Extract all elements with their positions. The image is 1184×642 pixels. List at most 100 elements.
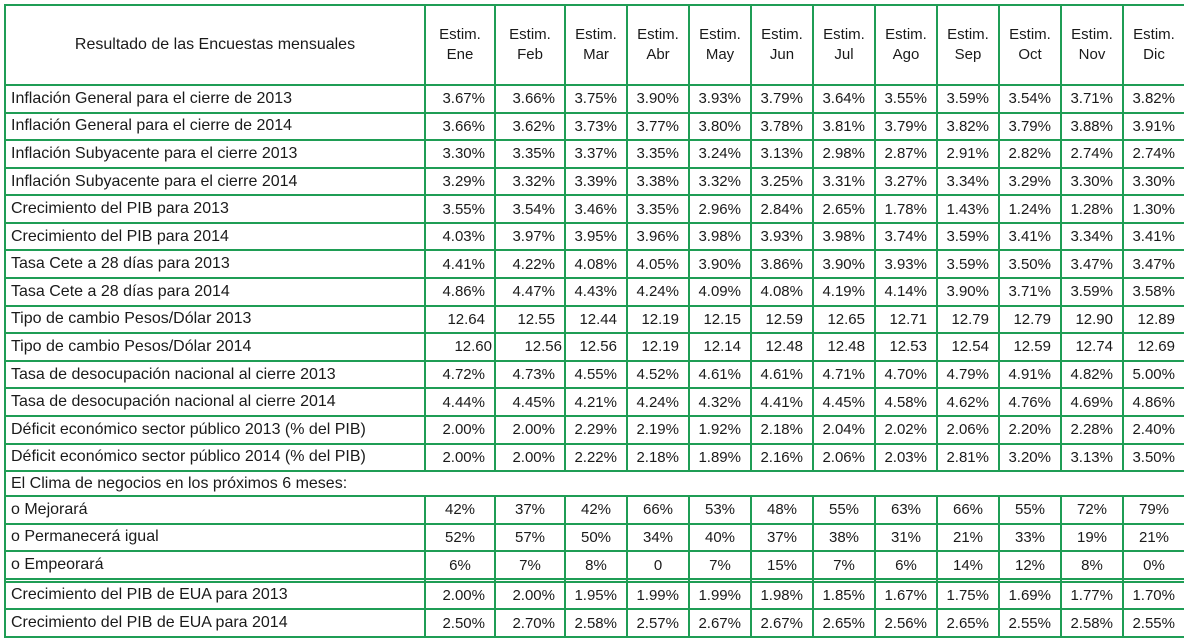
value-cell: 2.98% [812, 139, 876, 169]
value-cell: 33% [998, 522, 1062, 553]
value-cell: 3.79% [998, 111, 1062, 142]
value-cell: 3.79% [874, 111, 938, 142]
value-cell: 4.61% [688, 359, 752, 390]
table-row: Inflación Subyacente para el cierre 2014… [4, 166, 1184, 197]
table-row: Tasa de desocupación nacional al cierre … [4, 387, 1184, 417]
value-cell: 2.22% [564, 442, 628, 473]
month-label: May [705, 46, 735, 63]
value-cell: 3.75% [564, 84, 628, 114]
value-cell: 2.06% [812, 442, 876, 473]
value-cell: 4.71% [812, 359, 876, 390]
month-header-jun: Estim. Jun [750, 4, 814, 86]
value-cell: 3.30% [424, 139, 496, 169]
value-cell: 4.61% [750, 359, 814, 390]
value-cell: 2.96% [688, 194, 752, 224]
value-cell: 12.74 [1060, 332, 1124, 362]
value-cell: 4.24% [626, 387, 690, 417]
estim-label: Estim. [823, 26, 865, 43]
value-cell: 12.59 [998, 332, 1062, 362]
value-cell: 3.82% [936, 111, 1000, 142]
value-cell: 12.19 [626, 332, 690, 362]
value-cell: 12.56 [564, 332, 628, 362]
value-cell: 57% [494, 522, 566, 553]
value-cell: 6% [874, 550, 938, 580]
value-cell: 3.37% [564, 139, 628, 169]
table-row: Tasa de desocupación nacional al cierre … [4, 359, 1184, 390]
value-cell: 12.15 [688, 304, 752, 335]
value-cell: 3.90% [626, 84, 690, 114]
month-label: Jun [769, 46, 795, 63]
value-cell: 4.21% [564, 387, 628, 417]
value-cell: 5.00% [1122, 359, 1184, 390]
value-cell: 3.50% [1122, 442, 1184, 473]
value-cell: 12.64 [424, 304, 496, 335]
value-cell: 3.20% [998, 442, 1062, 473]
value-cell: 4.45% [812, 387, 876, 417]
table-row: Tasa Cete a 28 días para 2014 4.86% 4.47% 4… [4, 277, 1184, 307]
value-cell: 4.69% [1060, 387, 1124, 417]
value-cell: 12% [998, 550, 1062, 580]
value-cell: 2.04% [812, 414, 876, 445]
value-cell: 3.25% [750, 166, 814, 197]
table-row: Tipo de cambio Pesos/Dólar 2013 12.64 12.5… [4, 304, 1184, 335]
value-cell: 12.79 [936, 304, 1000, 335]
value-cell: 4.43% [564, 277, 628, 307]
value-cell: 3.30% [1122, 166, 1184, 197]
value-cell: 2.20% [998, 414, 1062, 445]
value-cell: 4.22% [494, 249, 566, 280]
value-cell: 21% [1122, 522, 1184, 553]
value-cell: 3.13% [750, 139, 814, 169]
value-cell: 4.44% [424, 387, 496, 417]
value-cell: 3.71% [998, 277, 1062, 307]
value-cell: 3.55% [874, 84, 938, 114]
month-header-nov: Estim. Nov [1060, 4, 1124, 86]
table-row: Crecimiento del PIB de EUA para 2014 2.50… [4, 608, 1184, 638]
value-cell: 3.55% [424, 194, 496, 224]
row-label: Tipo de cambio Pesos/Dólar 2014 [4, 332, 426, 362]
value-cell: 2.74% [1060, 139, 1124, 169]
value-cell: 2.58% [564, 608, 628, 638]
value-cell: 3.86% [750, 249, 814, 280]
value-cell: 1.77% [1060, 580, 1124, 611]
row-label: Crecimiento del PIB para 2013 [4, 194, 426, 224]
value-cell: 1.92% [688, 414, 752, 445]
value-cell: 3.59% [936, 84, 1000, 114]
value-cell: 12.14 [688, 332, 752, 362]
value-cell: 4.05% [626, 249, 690, 280]
value-cell: 55% [812, 495, 876, 525]
value-cell: 1.85% [812, 580, 876, 611]
table-row: Inflación General para el cierre de 2014… [4, 111, 1184, 142]
value-cell: 12.60 [424, 332, 496, 362]
month-label: Sep [954, 46, 982, 63]
value-cell: 3.34% [936, 166, 1000, 197]
value-cell: 3.32% [688, 166, 752, 197]
value-cell: 3.98% [688, 221, 752, 252]
value-cell: 12.48 [812, 332, 876, 362]
value-cell: 1.70% [1122, 580, 1184, 611]
table-body: Inflación General para el cierre de 2013… [4, 84, 1184, 638]
value-cell: 3.67% [424, 84, 496, 114]
value-cell: 1.75% [936, 580, 1000, 611]
value-cell: 2.18% [750, 414, 814, 445]
table-row: Déficit económico sector público 2014 (%… [4, 442, 1184, 473]
estim-label: Estim. [509, 26, 551, 43]
value-cell: 1.24% [998, 194, 1062, 224]
row-label: Crecimiento del PIB de EUA para 2013 [4, 580, 426, 611]
value-cell: 3.35% [626, 194, 690, 224]
value-cell: 38% [812, 522, 876, 553]
row-label: o Empeorará [4, 550, 426, 580]
value-cell: 4.47% [494, 277, 566, 307]
value-cell: 3.97% [494, 221, 566, 252]
month-header-jul: Estim. Jul [812, 4, 876, 86]
month-header-sep: Estim. Sep [936, 4, 1000, 86]
value-cell: 12.56 [494, 332, 566, 362]
month-header-ago: Estim. Ago [874, 4, 938, 86]
month-header-may: Estim. May [688, 4, 752, 86]
month-label: Jul [834, 46, 854, 63]
value-cell: 2.57% [626, 608, 690, 638]
value-cell: 4.72% [424, 359, 496, 390]
value-cell: 2.65% [812, 194, 876, 224]
value-cell: 3.29% [998, 166, 1062, 197]
estim-label: Estim. [885, 26, 927, 43]
value-cell: 79% [1122, 495, 1184, 525]
